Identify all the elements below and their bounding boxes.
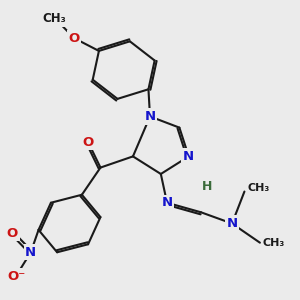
- Text: CH₃: CH₃: [263, 238, 285, 248]
- Text: O: O: [82, 136, 94, 148]
- Text: O: O: [7, 226, 18, 240]
- Text: N: N: [226, 217, 238, 230]
- Text: N: N: [144, 110, 156, 123]
- Text: N: N: [161, 196, 172, 209]
- Text: H: H: [202, 180, 212, 193]
- Text: CH₃: CH₃: [247, 183, 269, 194]
- Text: N: N: [25, 246, 36, 259]
- Text: N: N: [183, 150, 194, 163]
- Text: O: O: [68, 32, 80, 45]
- Text: O⁻: O⁻: [8, 270, 26, 283]
- Text: CH₃: CH₃: [42, 13, 66, 26]
